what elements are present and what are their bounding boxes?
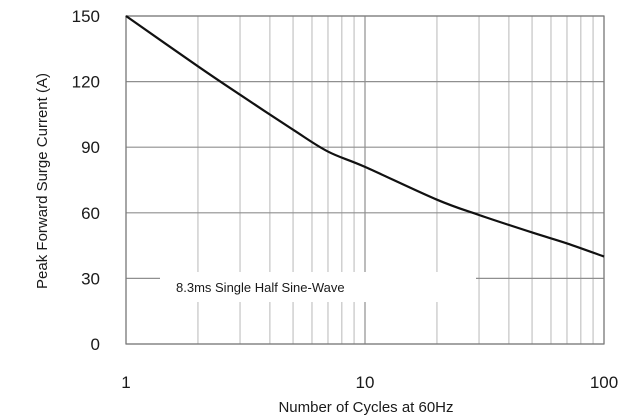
surge-current-curve: [125, 15, 605, 258]
x-tick-label: 1: [121, 373, 130, 392]
x-axis-title: Number of Cycles at 60Hz: [278, 399, 453, 416]
y-axis-title: Peak Forward Surge Current (A): [34, 73, 51, 289]
x-axis-tick-labels: 1 10 100: [121, 373, 618, 392]
annotation-label: 8.3ms Single Half Sine-Wave: [176, 280, 345, 295]
x-tick-label: 10: [356, 373, 375, 392]
annotation-background: [160, 272, 476, 302]
x-tick-label: 100: [590, 373, 618, 392]
y-tick-label: 30: [81, 269, 100, 288]
y-tick-label: 90: [81, 138, 100, 157]
y-axis-tick-labels: 0 30 60 90 120 150: [72, 7, 100, 354]
y-tick-label: 60: [81, 204, 100, 223]
y-tick-label: 150: [72, 7, 100, 26]
plot-frame: [125, 15, 605, 345]
y-tick-label: 120: [72, 73, 100, 92]
annotation-box: 8.3ms Single Half Sine-Wave: [160, 272, 476, 302]
y-tick-label: 0: [91, 335, 100, 354]
minor-gridlines: [197, 16, 594, 344]
